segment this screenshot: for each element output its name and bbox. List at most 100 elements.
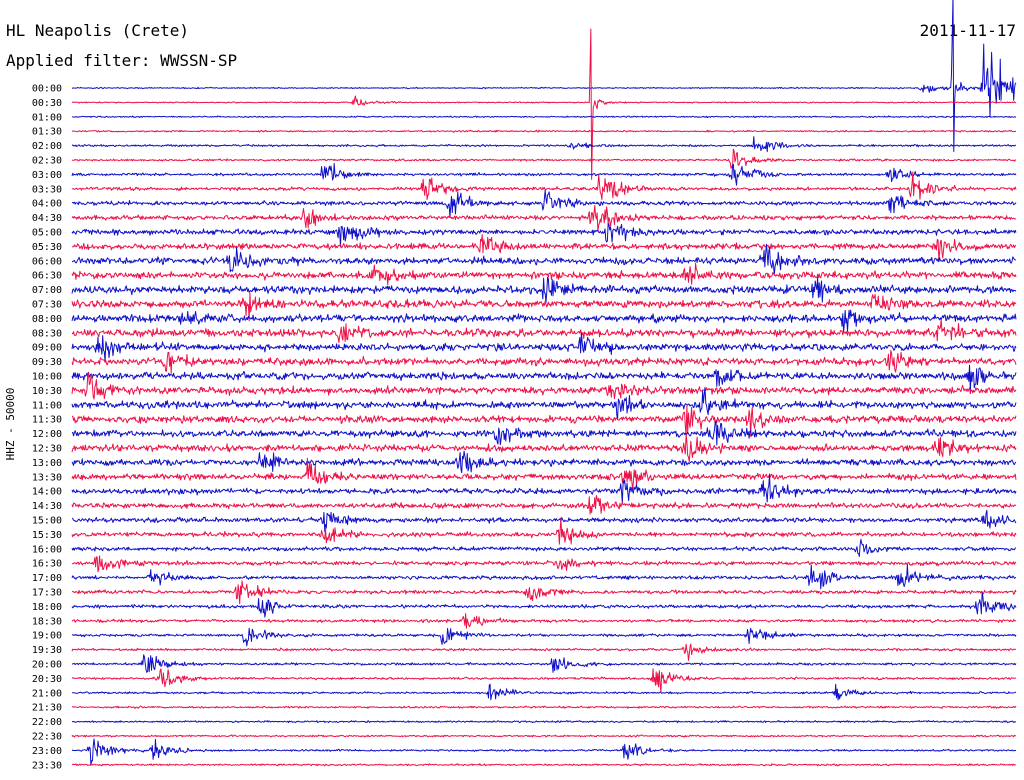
row-time-label: 01:30 bbox=[32, 127, 62, 138]
row-time-label: 23:30 bbox=[32, 760, 62, 771]
seismic-traces bbox=[71, 0, 1017, 767]
trace-row-0530 bbox=[71, 234, 1017, 260]
row-time-label: 10:30 bbox=[32, 386, 62, 397]
trace-row-1930 bbox=[71, 643, 1017, 661]
row-time-label: 07:00 bbox=[32, 285, 62, 296]
trace-row-1000 bbox=[71, 364, 1017, 393]
row-time-label: 03:30 bbox=[32, 184, 62, 195]
row-time-label: 17:00 bbox=[32, 573, 62, 584]
station-title: HL Neapolis (Crete) bbox=[6, 21, 189, 40]
row-time-label: 16:30 bbox=[32, 559, 62, 570]
row-time-label: 07:30 bbox=[32, 300, 62, 311]
row-time-label: 12:30 bbox=[32, 444, 62, 455]
trace-row-0700 bbox=[71, 276, 1017, 304]
trace-row-1200 bbox=[71, 420, 1017, 446]
row-time-label: 15:00 bbox=[32, 516, 62, 527]
trace-row-1830 bbox=[71, 613, 1017, 629]
trace-row-0430 bbox=[71, 204, 1017, 232]
trace-row-0900 bbox=[71, 332, 1017, 363]
row-time-label: 13:00 bbox=[32, 458, 62, 469]
trace-row-0000 bbox=[71, 0, 1017, 152]
trace-row-2300 bbox=[71, 738, 1017, 766]
row-time-label: 18:00 bbox=[32, 602, 62, 613]
row-time-label: 15:30 bbox=[32, 530, 62, 541]
row-time-label: 11:00 bbox=[32, 400, 62, 411]
row-time-label: 14:00 bbox=[32, 487, 62, 498]
row-time-label: 21:30 bbox=[32, 703, 62, 714]
trace-row-2030 bbox=[71, 668, 1017, 693]
trace-row-1600 bbox=[71, 538, 1017, 558]
trace-row-1330 bbox=[71, 457, 1017, 490]
trace-row-0030 bbox=[71, 28, 1017, 180]
row-time-label: 18:30 bbox=[32, 616, 62, 627]
trace-row-1900 bbox=[71, 627, 1017, 647]
row-time-label: 21:00 bbox=[32, 688, 62, 699]
trace-row-1230 bbox=[71, 433, 1017, 463]
row-time-label: 10:00 bbox=[32, 372, 62, 383]
row-time-label: 17:30 bbox=[32, 588, 62, 599]
trace-row-0330 bbox=[71, 171, 1017, 200]
time-tick-labels: 00:00 00:30 01:00 01:30 02:00 02:30 03:00 03:30… bbox=[32, 84, 62, 772]
trace-row-0730 bbox=[71, 292, 1017, 322]
trace-row-0600 bbox=[71, 243, 1017, 276]
row-time-label: 04:30 bbox=[32, 213, 62, 224]
trace-row-1530 bbox=[71, 517, 1017, 545]
row-time-label: 02:30 bbox=[32, 156, 62, 167]
row-time-label: 14:30 bbox=[32, 501, 62, 512]
trace-row-1800 bbox=[71, 591, 1017, 618]
trace-row-1130 bbox=[71, 404, 1017, 437]
row-time-label: 23:00 bbox=[32, 746, 62, 757]
trace-row-1700 bbox=[71, 564, 1017, 590]
date-label: 2011-11-17 bbox=[920, 21, 1016, 40]
trace-row-1500 bbox=[71, 509, 1017, 532]
trace-row-1030 bbox=[71, 372, 1017, 400]
trace-row-0230 bbox=[71, 148, 1017, 169]
row-time-label: 06:30 bbox=[32, 271, 62, 282]
trace-row-2330 bbox=[71, 763, 1017, 767]
row-time-label: 19:00 bbox=[32, 631, 62, 642]
row-time-label: 06:00 bbox=[32, 256, 62, 267]
trace-row-0800 bbox=[71, 309, 1017, 333]
trace-row-0500 bbox=[71, 222, 1017, 248]
row-time-label: 00:30 bbox=[32, 98, 62, 109]
row-time-label: 01:00 bbox=[32, 112, 62, 123]
trace-row-0130 bbox=[71, 129, 1017, 133]
row-time-label: 00:00 bbox=[32, 84, 62, 95]
trace-row-0200 bbox=[71, 136, 1017, 153]
row-time-label: 02:00 bbox=[32, 141, 62, 152]
y-axis-label: HHZ - 50000 bbox=[4, 388, 17, 461]
row-time-label: 11:30 bbox=[32, 415, 62, 426]
row-time-label: 22:30 bbox=[32, 732, 62, 743]
trace-row-0300 bbox=[71, 162, 1017, 186]
row-time-label: 12:00 bbox=[32, 429, 62, 440]
row-time-label: 13:30 bbox=[32, 472, 62, 483]
row-time-label: 16:00 bbox=[32, 544, 62, 555]
row-time-label: 08:30 bbox=[32, 328, 62, 339]
trace-row-1630 bbox=[71, 555, 1017, 573]
trace-row-2130 bbox=[71, 705, 1017, 709]
trace-row-0400 bbox=[71, 189, 1017, 218]
trace-row-2200 bbox=[71, 719, 1017, 724]
trace-row-0830 bbox=[71, 318, 1017, 344]
row-time-label: 19:30 bbox=[32, 645, 62, 656]
trace-row-1100 bbox=[71, 386, 1017, 420]
row-time-label: 04:00 bbox=[32, 199, 62, 210]
row-time-label: 09:30 bbox=[32, 357, 62, 368]
row-time-label: 05:30 bbox=[32, 242, 62, 253]
row-time-label: 22:00 bbox=[32, 717, 62, 728]
trace-row-1730 bbox=[71, 580, 1017, 605]
trace-row-2230 bbox=[71, 734, 1017, 738]
trace-row-1430 bbox=[71, 494, 1017, 515]
trace-row-1300 bbox=[71, 450, 1017, 474]
row-time-label: 08:00 bbox=[32, 314, 62, 325]
row-time-label: 20:30 bbox=[32, 674, 62, 685]
row-time-label: 05:00 bbox=[32, 228, 62, 239]
trace-row-0100 bbox=[71, 115, 1017, 119]
filter-label: Applied filter: WWSSN-SP bbox=[6, 51, 237, 70]
trace-row-0930 bbox=[71, 349, 1017, 374]
trace-row-2100 bbox=[71, 683, 1017, 701]
row-time-label: 03:00 bbox=[32, 170, 62, 181]
row-time-label: 20:00 bbox=[32, 660, 62, 671]
trace-row-1400 bbox=[71, 473, 1017, 504]
